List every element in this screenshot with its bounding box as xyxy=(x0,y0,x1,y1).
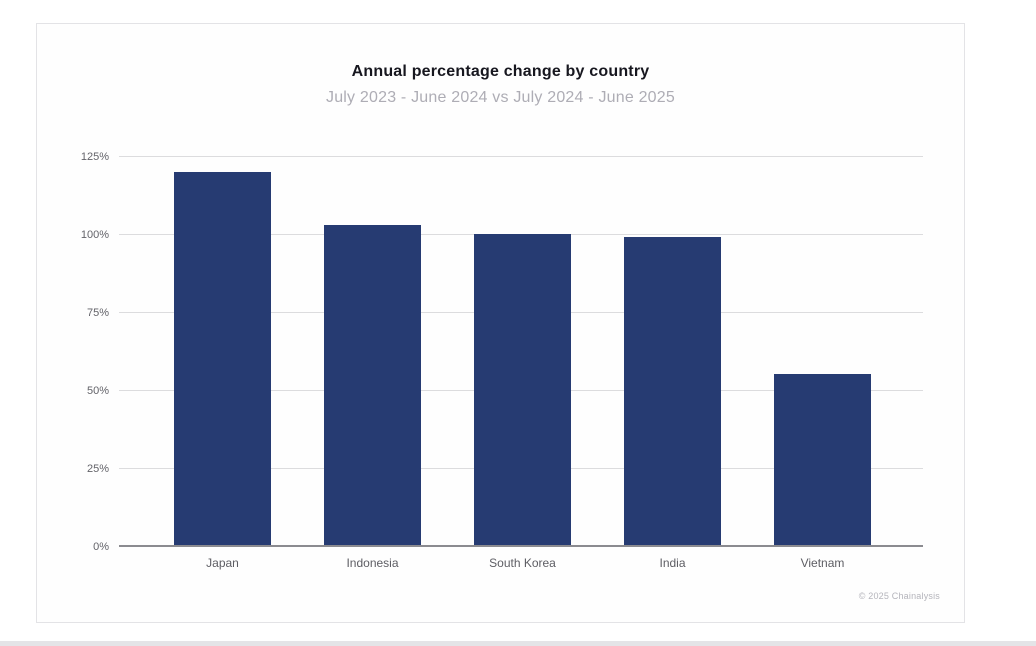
y-tick-label: 100% xyxy=(80,229,109,241)
x-tick-label-indonesia: Indonesia xyxy=(346,556,399,570)
y-tick-label: 75% xyxy=(86,307,109,319)
bottom-strip xyxy=(0,641,1036,646)
chart-card: Annual percentage change by country July… xyxy=(36,23,965,623)
chart-title: Annual percentage change by country xyxy=(351,63,650,80)
y-tick-label: 25% xyxy=(86,463,109,475)
x-tick-label-vietnam: Vietnam xyxy=(800,556,845,570)
copyright-credit: © 2025 Chainalysis xyxy=(858,591,940,601)
bar-japan xyxy=(174,171,271,546)
y-tick-label: 0% xyxy=(93,541,109,553)
y-tick-label: 50% xyxy=(86,385,109,397)
bar-south-korea xyxy=(474,234,571,546)
y-tick-label: 125% xyxy=(80,151,109,163)
gridline-125 xyxy=(119,156,923,157)
bar-india xyxy=(624,237,721,546)
x-tick-label-japan: Japan xyxy=(206,556,239,570)
x-axis-line xyxy=(119,545,923,547)
x-tick-label-south-korea: South Korea xyxy=(489,556,556,570)
x-tick-label-india: India xyxy=(659,556,686,570)
chart-subtitle: July 2023 - June 2024 vs July 2024 - Jun… xyxy=(326,89,675,106)
bar-indonesia xyxy=(324,224,421,546)
plot-area: 0% 25% 50% 75% 100% 125% Japan Indonesia South K… xyxy=(81,151,923,570)
bar-vietnam xyxy=(774,374,871,546)
